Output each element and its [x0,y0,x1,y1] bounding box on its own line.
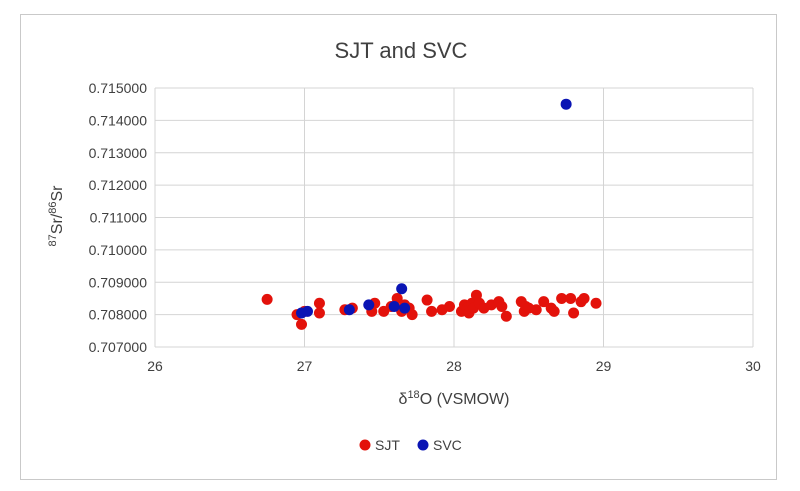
x-tick-label: 30 [745,358,761,374]
data-point [396,283,408,295]
x-tick-label: 29 [596,358,612,374]
legend-marker [417,439,429,451]
x-tick-label: 27 [297,358,313,374]
data-point [496,301,508,313]
y-tick-label: 0.709000 [89,274,148,290]
y-tick-label: 0.715000 [89,80,148,96]
data-point [426,305,438,317]
x-tick-labels: 26 27 28 29 30 [147,358,761,374]
data-point [343,304,355,316]
y-tick-label: 0.711000 [90,210,148,226]
data-point [313,307,325,319]
y-tick-labels: 0.707000 0.708000 0.709000 0.710000 0.711000… [89,80,148,355]
data-point [388,301,400,313]
data-point [296,318,308,330]
data-point [363,299,375,311]
data-point [313,297,325,309]
y-tick-label: 0.713000 [89,145,148,161]
x-axis-label: δ18O (VSMOW) [399,389,510,408]
y-tick-label: 0.707000 [89,339,148,355]
data-point [568,307,580,319]
y-axis-label: 87Sr/86Sr [47,185,66,247]
data-point [548,305,560,317]
data-points [261,98,602,330]
y-tick-label: 0.712000 [89,177,148,193]
x-tick-label: 26 [147,358,163,374]
x-tick-label: 28 [446,358,462,374]
data-point [538,296,550,308]
data-point [261,293,273,305]
data-point [444,301,456,313]
data-point [399,302,411,314]
legend: SJT SVC [359,437,462,453]
data-point [421,294,433,306]
legend-marker [359,439,371,451]
data-point [556,292,568,304]
data-point [301,305,313,317]
data-point [560,98,572,110]
grid-lines [154,87,754,348]
data-point [565,292,577,304]
data-point [406,309,418,321]
legend-label: SVC [433,437,462,453]
y-tick-label: 0.710000 [89,242,148,258]
data-point [500,310,512,322]
series-svc [296,98,572,319]
chart-frame [20,14,777,480]
data-point [590,297,602,309]
y-tick-label: 0.708000 [89,307,148,323]
y-tick-label: 0.714000 [89,112,148,128]
legend-label: SJT [375,437,400,453]
chart-title: SJT and SVC [335,38,468,63]
data-point [578,292,590,304]
data-point [530,304,542,316]
